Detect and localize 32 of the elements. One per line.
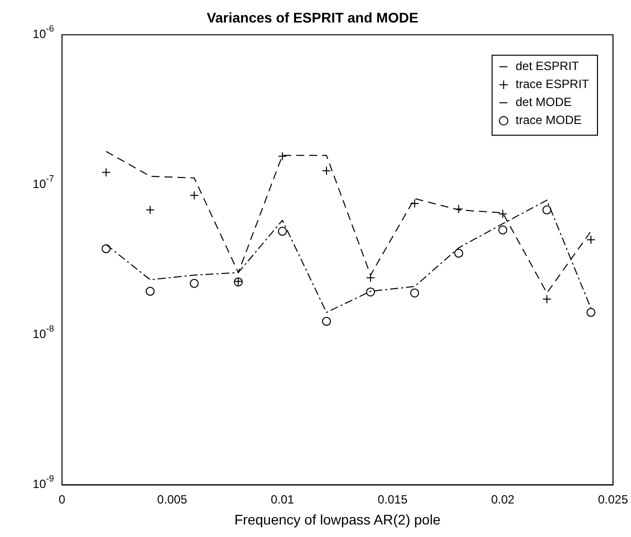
point bbox=[278, 152, 287, 161]
legend-label: trace MODE bbox=[516, 113, 582, 128]
legend-label: det ESPRIT bbox=[516, 59, 580, 74]
x-tick-label: 0.015 bbox=[378, 492, 408, 506]
point bbox=[190, 190, 199, 200]
point bbox=[454, 248, 464, 258]
point bbox=[102, 168, 111, 177]
x-tick-label: 0.02 bbox=[491, 492, 515, 506]
x-tick-label: 0 bbox=[58, 492, 66, 506]
point bbox=[498, 225, 508, 234]
point bbox=[190, 278, 199, 288]
point bbox=[410, 288, 420, 298]
legend-label: trace ESPRIT bbox=[516, 77, 590, 92]
x-axis-title: Frequency of lowpass AR(2) pole bbox=[234, 511, 441, 528]
point bbox=[542, 205, 552, 214]
chart-title: Variances of ESPRIT and MODE bbox=[206, 9, 418, 26]
legend-label: det MODE bbox=[516, 95, 572, 110]
x-tick-label: 0.025 bbox=[598, 492, 628, 506]
point bbox=[366, 287, 376, 296]
point bbox=[146, 205, 155, 214]
point bbox=[498, 209, 508, 218]
point bbox=[146, 286, 155, 296]
point bbox=[322, 166, 331, 176]
point bbox=[278, 226, 287, 236]
x-tick-label: 0.01 bbox=[270, 492, 294, 506]
point bbox=[322, 316, 331, 326]
point bbox=[586, 308, 596, 317]
point bbox=[366, 273, 376, 282]
point bbox=[542, 294, 552, 304]
point bbox=[102, 244, 111, 254]
point bbox=[586, 235, 596, 244]
x-tick-label: 0.005 bbox=[157, 492, 188, 506]
